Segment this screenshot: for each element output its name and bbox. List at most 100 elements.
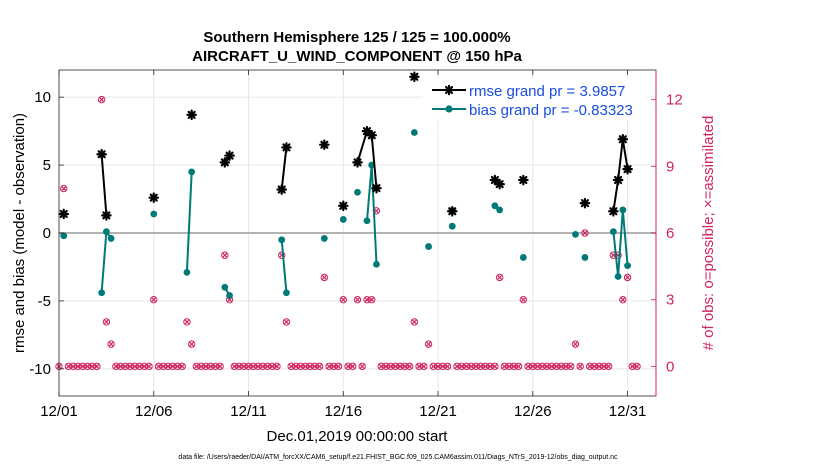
obs-count-point — [623, 273, 632, 282]
x-tick-label: 12/31 — [609, 403, 647, 420]
bias-point — [410, 129, 418, 136]
obs-count-point — [282, 318, 291, 326]
obs-count-point — [315, 362, 324, 371]
obs-count-point — [145, 362, 153, 371]
obs-count-point — [405, 362, 414, 371]
bias-point — [183, 268, 191, 276]
bias-point — [320, 235, 328, 242]
obs-count-point — [491, 362, 499, 371]
bias-point — [425, 243, 432, 250]
bias-point — [283, 289, 290, 297]
y-axis-label-right: # of obs: o=possible; ×=assimilated — [700, 116, 717, 351]
rmse-line-segment — [280, 147, 288, 190]
bias-line-segment — [612, 209, 629, 277]
bias-point — [519, 254, 527, 261]
obs-count-point — [410, 318, 419, 326]
obs-count-point — [334, 362, 343, 371]
obs-count-point — [320, 273, 329, 282]
x-axis-label: Dec.01,2019 00:00:00 start — [267, 428, 449, 445]
rmse-point — [319, 139, 330, 151]
rmse-point — [579, 197, 591, 209]
obs-count-point — [604, 362, 613, 371]
data-file-footnote: data file: /Users/raeder/DAI/ATM_forcXX/… — [178, 454, 618, 461]
y-tick-label-left: 5 — [43, 157, 51, 174]
x-tick-label: 12/26 — [514, 403, 552, 420]
bias-point — [496, 206, 504, 214]
obs-count-point — [216, 362, 224, 371]
obs-count-point — [420, 362, 428, 371]
bias-line-segment — [280, 239, 288, 293]
y-tick-label-right: 9 — [666, 158, 674, 175]
rmse-point — [58, 208, 70, 220]
obs-count-point — [178, 362, 186, 371]
rmse-point — [608, 205, 619, 217]
obs-count-point — [567, 362, 575, 371]
y-tick-label-right: 12 — [666, 92, 683, 109]
rmse-point — [446, 205, 458, 217]
rmse-point — [352, 157, 363, 168]
obs-count-point — [97, 95, 106, 104]
legend-bias-label: bias grand pr = -0.83323 — [469, 102, 633, 119]
chart-title-line1: Southern Hemisphere 125 / 125 = 100.000% — [203, 29, 510, 46]
bias-point — [572, 230, 579, 238]
obs-count-point — [633, 362, 641, 371]
obs-count-point — [353, 295, 362, 304]
bias-point — [373, 260, 380, 268]
obs-count-point — [443, 362, 452, 371]
obs-count-point — [619, 295, 627, 304]
obs-count-point — [495, 273, 504, 282]
obs-count-point — [519, 295, 528, 304]
obs-count-point — [424, 340, 433, 348]
rmse-point — [186, 109, 197, 121]
bias-point — [188, 168, 196, 176]
obs-count-point — [102, 318, 111, 326]
rmse-point — [494, 178, 505, 190]
rmse-point — [96, 148, 107, 160]
bias-point — [619, 206, 627, 214]
bias-point — [363, 217, 371, 225]
y-tick-label-left: 10 — [34, 89, 51, 106]
y-tick-label-right: 3 — [666, 292, 674, 309]
obs-count-point — [581, 229, 589, 237]
legend: rmse grand pr = 3.9857 bias grand pr = -… — [422, 78, 647, 120]
bias-point — [98, 289, 106, 297]
obs-count-point — [358, 362, 366, 371]
x-tick-label: 12/06 — [135, 403, 173, 420]
legend-box — [422, 78, 647, 120]
rmse-point — [361, 125, 373, 137]
rmse-point — [276, 184, 287, 195]
bias-point — [107, 235, 115, 242]
rmse-point — [148, 192, 160, 203]
bias-point — [278, 236, 286, 244]
rmse-point — [617, 133, 629, 145]
chart-title-line2: AIRCRAFT_U_WIND_COMPONENT @ 150 hPa — [192, 48, 522, 65]
y-tick-label-right: 0 — [666, 358, 674, 375]
bias-point — [221, 283, 229, 291]
bias-point — [150, 210, 158, 218]
obs-count-point — [183, 318, 191, 326]
bias-point — [339, 216, 347, 223]
rmse-point — [371, 182, 382, 194]
rmse-point — [489, 174, 501, 186]
rmse-point — [337, 200, 349, 212]
rmse-series — [58, 71, 633, 221]
x-tick-label: 12/01 — [40, 403, 78, 420]
bias-point — [614, 273, 622, 280]
axis-ticks: 12/01 12/06 12/11 12/16 12/21 12/26 12/31 -10 -5… — [29, 70, 683, 420]
rmse-point — [224, 150, 235, 161]
y-tick-label-right: 6 — [666, 225, 674, 242]
rmse-line-segment — [612, 139, 629, 212]
obs-count-point — [150, 295, 158, 304]
bias-series — [60, 129, 631, 299]
obs-count-point — [368, 295, 376, 304]
obs-count-point — [349, 362, 357, 371]
x-tick-label: 12/21 — [419, 403, 457, 420]
legend-rmse-marker-star — [443, 84, 455, 96]
obs-count-point — [187, 340, 196, 348]
rmse-line-segment — [100, 154, 108, 216]
bias-point — [354, 188, 361, 196]
bias-point — [581, 254, 589, 261]
rmse-point — [101, 210, 112, 221]
bias-point — [102, 228, 110, 236]
